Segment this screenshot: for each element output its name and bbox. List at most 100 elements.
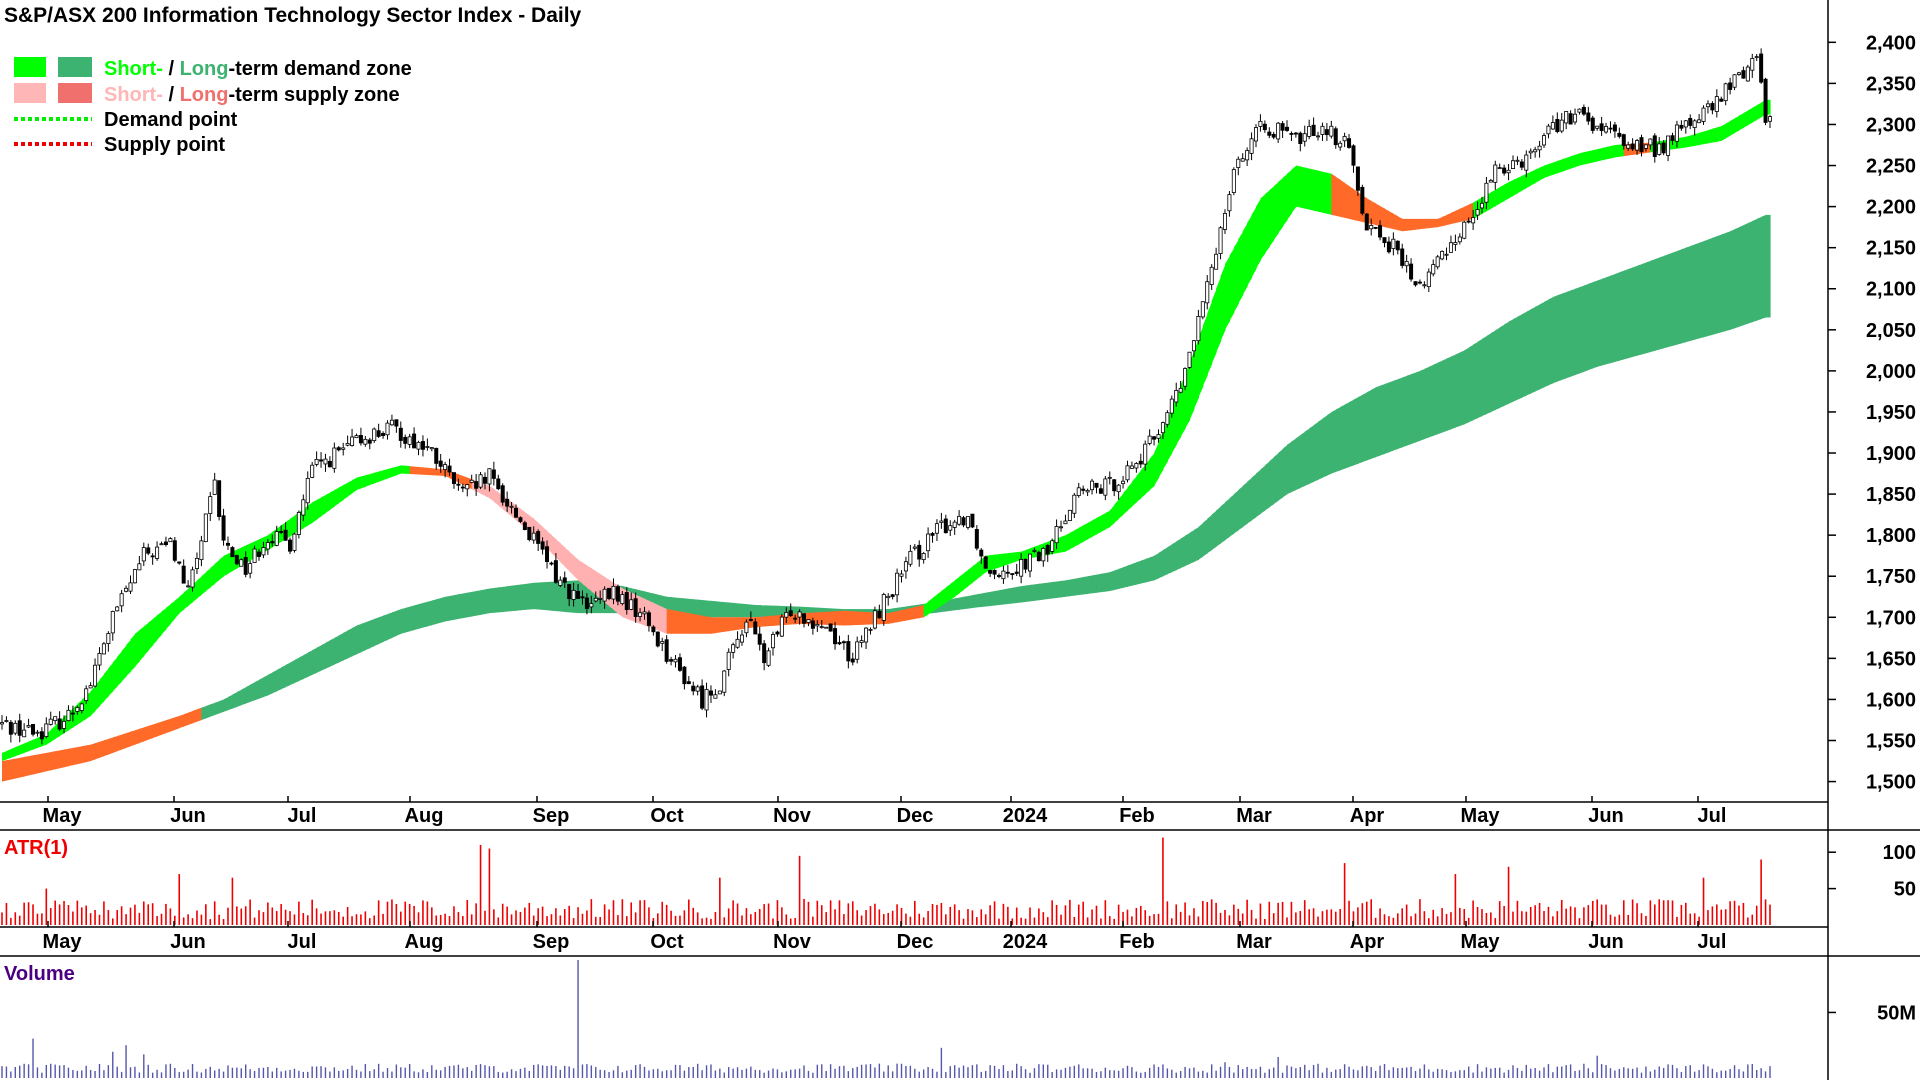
long-term-zone-segment — [378, 615, 384, 644]
short-term-zone-segment — [1242, 223, 1248, 295]
candle-body — [1036, 551, 1041, 562]
candle-body — [234, 554, 239, 565]
candle-body — [921, 553, 926, 560]
long-term-zone-segment — [679, 597, 685, 617]
candle-body — [403, 436, 408, 444]
candle-body — [212, 479, 217, 495]
candle-body — [1630, 143, 1635, 150]
short-term-zone-segment — [852, 611, 858, 626]
long-term-zone-segment — [1229, 494, 1235, 537]
long-term-zone-segment — [281, 664, 287, 690]
candle-body — [1152, 436, 1157, 440]
candle-body — [562, 577, 567, 583]
candle-body — [1245, 150, 1250, 161]
long-term-zone-segment — [1109, 570, 1115, 592]
short-term-zone-segment — [1264, 190, 1270, 254]
long-term-zone-segment — [1619, 270, 1625, 361]
candle-body — [398, 427, 403, 441]
candle-body — [576, 590, 581, 599]
short-term-zone-segment — [582, 562, 588, 588]
short-term-zone-segment — [352, 477, 358, 494]
price-tick-label: 1,800 — [1866, 525, 1916, 547]
candle-body — [1351, 145, 1356, 166]
long-term-zone-segment — [1526, 309, 1532, 396]
long-term-zone-segment — [64, 748, 70, 768]
short-term-zone-segment — [1716, 126, 1722, 142]
candle-body — [1218, 227, 1223, 254]
long-term-zone-segment — [1402, 375, 1408, 448]
price-tick-label: 1,850 — [1866, 484, 1916, 506]
long-term-zone-segment — [1087, 575, 1093, 594]
atr-month-label: Mar — [1236, 931, 1272, 953]
candle-body — [633, 598, 638, 617]
long-term-zone-segment — [152, 723, 158, 739]
short-term-zone-segment — [976, 559, 982, 580]
short-term-zone-segment — [1433, 218, 1439, 228]
candle-body — [815, 624, 820, 627]
candle-body — [771, 634, 776, 649]
long-term-zone-segment — [436, 597, 442, 624]
candle-body — [859, 640, 864, 643]
candle-body — [881, 594, 886, 621]
candle-body — [1236, 158, 1241, 168]
long-term-zone-segment — [706, 600, 712, 618]
long-term-zone-segment — [471, 591, 477, 617]
long-term-zone-segment — [1357, 394, 1363, 464]
long-term-zone-segment — [1123, 565, 1129, 588]
long-term-zone-segment — [1442, 358, 1448, 433]
short-term-zone-segment — [1712, 127, 1718, 143]
long-term-zone-segment — [1043, 582, 1049, 600]
short-term-zone-segment — [1109, 504, 1115, 527]
long-term-zone-segment — [1632, 265, 1638, 357]
long-term-zone-segment — [1592, 280, 1598, 369]
candle-body — [93, 664, 98, 687]
axis-layer: 1,500 1,550 1,600 1,650 1,700 1,750 1,800 1,850… — [43, 32, 1916, 1024]
candle-body — [1090, 480, 1095, 491]
short-term-zone-segment — [2, 750, 8, 762]
long-term-zone-segment — [15, 757, 21, 779]
candle-body — [996, 575, 1001, 577]
short-term-zone-segment — [1340, 179, 1346, 218]
candle-body — [1488, 179, 1493, 183]
candle-body — [1524, 154, 1529, 171]
short-term-zone-segment — [307, 502, 313, 526]
candle-body — [1280, 123, 1285, 131]
candle-body — [1519, 161, 1524, 168]
short-term-zone-segment — [414, 466, 420, 475]
short-term-zone-segment — [427, 467, 433, 476]
candle-body — [1072, 494, 1077, 514]
short-term-zone-segment — [954, 576, 960, 597]
candle-body — [478, 474, 483, 488]
short-term-zone-segment — [1579, 152, 1585, 166]
long-term-zone-segment — [1224, 498, 1231, 541]
long-term-zone-segment — [1362, 392, 1368, 463]
legend-demand-long-text: Long — [180, 58, 229, 80]
short-term-zone-segment — [188, 584, 194, 606]
short-term-zone-segment — [1428, 218, 1434, 229]
candle-body — [1222, 213, 1227, 230]
short-term-zone-segment — [640, 596, 646, 626]
candle-body — [203, 513, 208, 542]
short-term-zone-segment — [1158, 430, 1164, 478]
long-term-zone-segment — [1056, 580, 1062, 598]
long-term-zone-segment — [551, 581, 557, 612]
long-term-zone-segment — [254, 679, 260, 701]
candle-body — [819, 626, 824, 629]
candle-body — [1081, 488, 1086, 491]
short-term-zone-segment — [1061, 535, 1067, 553]
long-term-zone-segment — [1411, 372, 1417, 444]
candle-body — [323, 458, 328, 465]
long-term-zone-segment — [1477, 338, 1483, 419]
candle-body — [509, 505, 514, 508]
short-term-zone-segment — [1096, 515, 1102, 535]
short-term-zone-segment — [866, 611, 872, 625]
candle-body — [1147, 435, 1152, 444]
long-term-zone-segment — [1734, 227, 1740, 329]
short-term-zone-segment — [967, 566, 974, 587]
long-term-zone-segment — [148, 724, 154, 740]
short-term-zone-segment — [1012, 552, 1018, 563]
short-term-zone-segment — [1136, 470, 1142, 503]
candle-body — [1608, 127, 1613, 130]
atr-tick-label: 50 — [1894, 879, 1916, 901]
short-term-zone-segment — [1588, 150, 1594, 164]
